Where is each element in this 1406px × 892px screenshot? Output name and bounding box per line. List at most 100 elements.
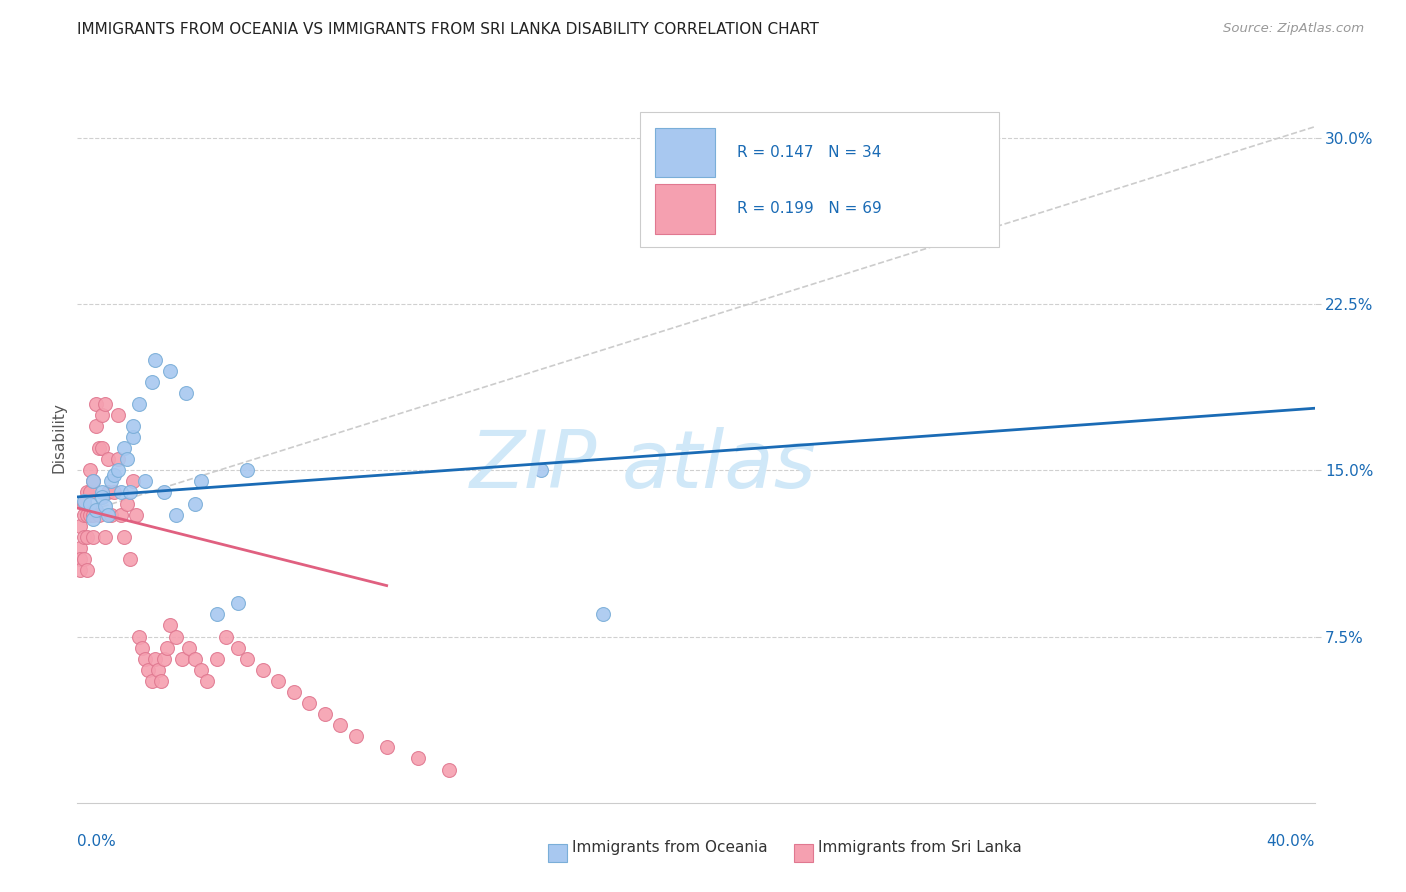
Point — [94, 499, 117, 513]
Point — [165, 630, 187, 644]
Point — [122, 430, 145, 444]
Point — [128, 397, 150, 411]
Point — [97, 452, 120, 467]
Point — [226, 596, 249, 610]
Point — [184, 651, 207, 665]
Point — [149, 673, 172, 688]
Point — [84, 419, 107, 434]
Point — [252, 663, 274, 677]
Point — [437, 763, 460, 777]
Point — [84, 397, 107, 411]
Point — [165, 508, 187, 522]
Point — [298, 696, 321, 710]
Point — [329, 718, 352, 732]
Point — [115, 497, 138, 511]
Point — [190, 663, 212, 677]
Point — [159, 363, 181, 377]
Point — [153, 651, 176, 665]
Y-axis label: Disability: Disability — [51, 401, 66, 473]
Point — [100, 475, 122, 489]
Point — [112, 441, 135, 455]
Point — [184, 497, 207, 511]
Point — [79, 485, 101, 500]
Point — [72, 552, 94, 566]
Point — [97, 485, 120, 500]
Point — [91, 408, 114, 422]
Bar — [548, 844, 567, 862]
Point — [76, 508, 98, 522]
Point — [141, 375, 163, 389]
Point — [146, 663, 169, 677]
Point — [375, 740, 398, 755]
Point — [138, 663, 160, 677]
Point — [107, 408, 129, 422]
Point — [69, 552, 91, 566]
Point — [283, 685, 305, 699]
Point — [82, 530, 104, 544]
Text: Immigrants from Sri Lanka: Immigrants from Sri Lanka — [818, 839, 1022, 855]
Point — [82, 475, 104, 489]
Point — [84, 503, 107, 517]
Point — [143, 651, 166, 665]
Point — [153, 485, 176, 500]
Point — [236, 463, 259, 477]
Point — [107, 463, 129, 477]
Point — [69, 563, 91, 577]
Point — [79, 463, 101, 477]
Point — [190, 475, 212, 489]
Point — [122, 475, 145, 489]
Text: 40.0%: 40.0% — [1267, 834, 1315, 849]
Text: ZIP: ZIP — [470, 427, 598, 506]
Point — [110, 508, 132, 522]
Point — [205, 651, 228, 665]
Point — [100, 508, 122, 522]
Point — [107, 452, 129, 467]
Point — [76, 563, 98, 577]
Point — [134, 475, 156, 489]
Point — [901, 142, 924, 156]
Bar — [794, 844, 813, 862]
Point — [69, 518, 91, 533]
Point — [94, 530, 117, 544]
Text: atlas: atlas — [621, 427, 817, 506]
Point — [177, 640, 200, 655]
Point — [91, 441, 114, 455]
Text: Immigrants from Oceania: Immigrants from Oceania — [572, 839, 768, 855]
Point — [215, 630, 238, 644]
Point — [226, 640, 249, 655]
Point — [112, 530, 135, 544]
Point — [530, 463, 553, 477]
Point — [79, 508, 101, 522]
Point — [72, 530, 94, 544]
Point — [125, 508, 148, 522]
Point — [314, 707, 336, 722]
Point — [406, 751, 429, 765]
Bar — [655, 184, 714, 234]
Point — [122, 419, 145, 434]
Point — [174, 385, 197, 400]
Point — [87, 441, 110, 455]
Point — [79, 497, 101, 511]
Point — [115, 452, 138, 467]
Point — [82, 508, 104, 522]
Point — [82, 475, 104, 489]
Point — [97, 508, 120, 522]
Point — [87, 508, 110, 522]
Point — [172, 651, 194, 665]
Point — [159, 618, 181, 632]
Point — [236, 651, 259, 665]
Point — [94, 397, 117, 411]
Text: Source: ZipAtlas.com: Source: ZipAtlas.com — [1223, 22, 1364, 36]
Point — [82, 512, 104, 526]
FancyBboxPatch shape — [640, 112, 1000, 247]
Point — [344, 729, 367, 743]
Point — [76, 530, 98, 544]
Point — [205, 607, 228, 622]
Point — [134, 651, 156, 665]
Point — [91, 490, 114, 504]
Point — [103, 467, 125, 482]
Point — [72, 497, 94, 511]
Point — [103, 485, 125, 500]
Point — [141, 673, 163, 688]
Text: IMMIGRANTS FROM OCEANIA VS IMMIGRANTS FROM SRI LANKA DISABILITY CORRELATION CHAR: IMMIGRANTS FROM OCEANIA VS IMMIGRANTS FR… — [77, 22, 820, 37]
